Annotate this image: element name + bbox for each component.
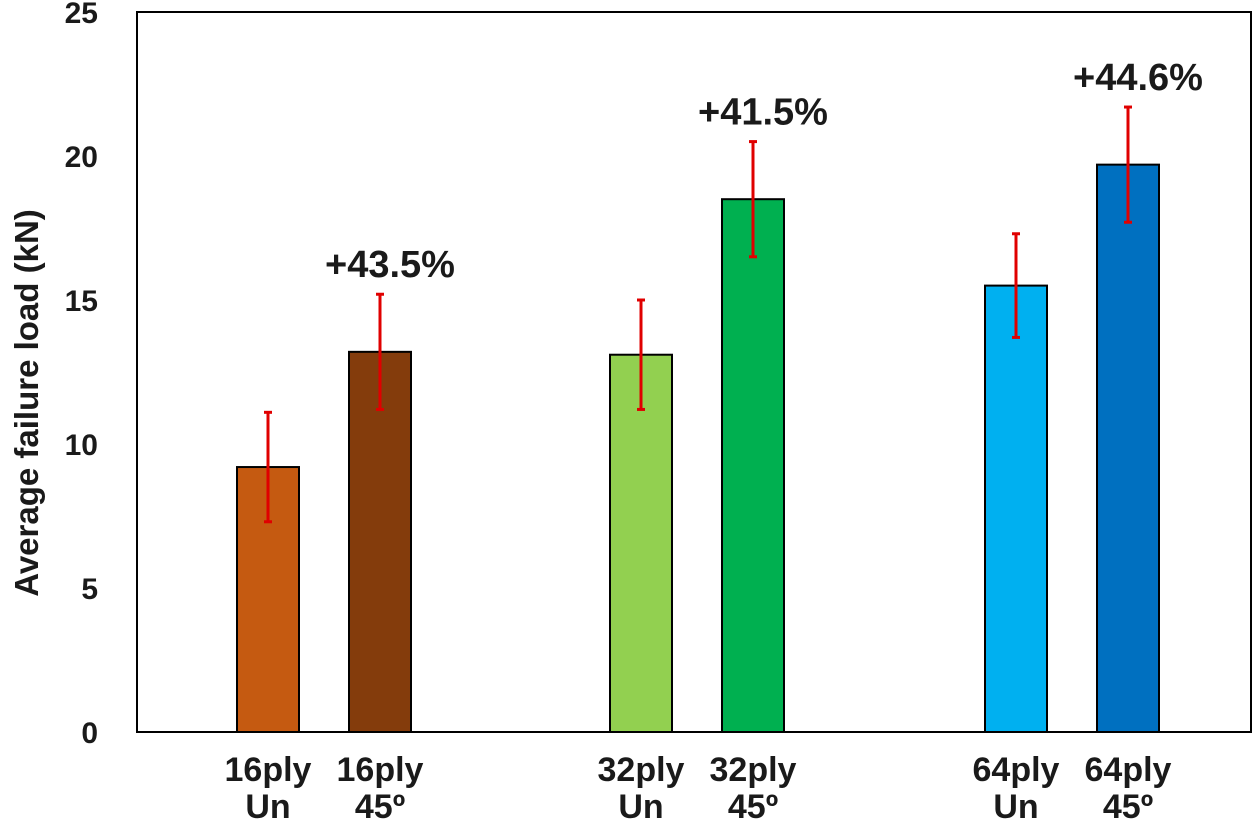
y-tick-label: 20	[65, 141, 98, 174]
x-category-label-line1: 64ply	[973, 751, 1060, 789]
x-category-label-line2: Un	[993, 788, 1038, 825]
x-category-label-line2: 45º	[728, 788, 778, 825]
bar	[984, 284, 1048, 733]
annotations-group: +43.5% +41.5% +44.6%	[325, 57, 1203, 286]
bar	[1096, 163, 1160, 733]
y-tick-label: 5	[81, 573, 98, 606]
bar	[609, 353, 673, 733]
error-bars-group	[264, 105, 1132, 524]
x-category-label-line2: Un	[618, 788, 663, 825]
x-category-label-line2: 45º	[1103, 788, 1153, 825]
y-axis-label: Average failure load (kN)	[8, 209, 45, 597]
x-category-label-line2: Un	[245, 788, 290, 825]
percent-increase-label: +44.6%	[1073, 57, 1203, 99]
percent-increase-label: +43.5%	[325, 244, 455, 286]
y-tick-label: 10	[65, 429, 98, 462]
y-tick-label: 0	[81, 717, 98, 750]
x-category-label-line1: 16ply	[225, 751, 312, 789]
x-category-label-line2: 45º	[355, 788, 405, 825]
x-category-label-line1: 32ply	[598, 751, 685, 789]
bar	[721, 198, 785, 733]
bar	[348, 350, 412, 733]
x-category-label-line1: 32ply	[710, 751, 797, 789]
y-tick-label: 15	[65, 285, 98, 318]
x-category-label-line1: 16ply	[337, 751, 424, 789]
x-axis-categories: 16plyUn16ply45º32plyUn32ply45º64plyUn64p…	[225, 751, 1172, 825]
y-tick-label: 25	[65, 0, 98, 30]
y-axis-ticks: 0 5 10 15 20 25	[65, 0, 98, 750]
percent-increase-label: +41.5%	[698, 92, 828, 134]
x-category-label-line1: 64ply	[1085, 751, 1172, 789]
plot-area-frame	[136, 11, 1252, 733]
